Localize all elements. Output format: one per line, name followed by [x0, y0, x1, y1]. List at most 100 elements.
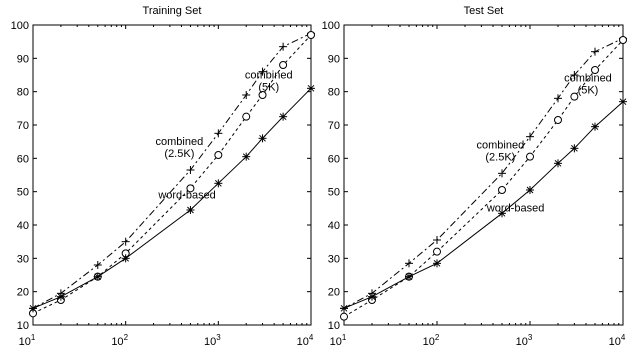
- data-point: [553, 159, 562, 168]
- data-point: [570, 71, 579, 79]
- data-point: [553, 94, 562, 103]
- star-marker: [619, 98, 627, 106]
- annotation-label: combined: [156, 136, 204, 148]
- series-line: [32, 34, 312, 314]
- star-marker: [279, 113, 287, 121]
- x-tick-label: 103: [204, 333, 221, 348]
- annotation-label: combined: [477, 139, 525, 151]
- circle-marker: [242, 112, 251, 121]
- data-point: [307, 31, 315, 39]
- data-point: [186, 206, 195, 214]
- data-point: [498, 186, 507, 194]
- data-point: [526, 132, 534, 141]
- data-point: [619, 36, 627, 44]
- data-point: [498, 169, 507, 178]
- circle-marker: [433, 247, 441, 256]
- circle-marker: [570, 92, 579, 101]
- x-tick-base: 10: [609, 336, 621, 348]
- circle-marker: [619, 36, 627, 44]
- x-tick-exponent: 2: [435, 333, 440, 342]
- x-tick-exponent: 2: [124, 333, 129, 342]
- data-point: [591, 122, 600, 131]
- annotation-label: (2.5K): [485, 151, 515, 163]
- x-tick-label: 102: [111, 333, 128, 348]
- x-tick-base: 10: [19, 336, 31, 348]
- y-tick-label: 70: [17, 120, 29, 132]
- annotation-label: combined: [245, 69, 293, 81]
- circle-marker: [591, 66, 600, 74]
- circle-marker: [258, 91, 267, 99]
- star-marker: [498, 209, 506, 217]
- data-point: [433, 247, 441, 256]
- y-tick-label: 50: [328, 187, 340, 199]
- y-tick-label: 40: [17, 220, 29, 232]
- chart-title: Training Set: [143, 5, 202, 17]
- series-line: [32, 87, 312, 309]
- y-tick-label: 90: [17, 53, 29, 65]
- star-marker: [554, 159, 562, 167]
- y-tick-label: 60: [17, 153, 29, 165]
- data-point: [29, 304, 37, 313]
- series-line: [343, 101, 624, 309]
- star-marker: [307, 84, 315, 92]
- data-point: [214, 129, 223, 138]
- data-point: [405, 259, 414, 268]
- data-point: [526, 186, 534, 194]
- x-tick-exponent: 1: [31, 333, 36, 342]
- x-tick-label: 102: [423, 333, 440, 348]
- data-point: [93, 272, 102, 281]
- data-point: [498, 209, 507, 218]
- data-point: [279, 112, 288, 121]
- data-point: [56, 292, 65, 301]
- y-tick-label: 50: [17, 187, 29, 199]
- data-point: [307, 84, 315, 93]
- star-marker: [122, 254, 130, 262]
- star-marker: [259, 134, 266, 142]
- data-point: [242, 152, 251, 161]
- x-tick-base: 10: [516, 336, 528, 348]
- circle-marker: [307, 31, 315, 39]
- y-tick-label: 100: [11, 20, 29, 32]
- data-point: [591, 47, 600, 56]
- y-tick-label: 80: [328, 87, 340, 99]
- star-marker: [187, 206, 194, 214]
- circle-marker: [279, 61, 288, 69]
- circle-marker: [526, 152, 534, 161]
- data-point: [186, 184, 195, 193]
- data-point: [258, 67, 267, 76]
- star-marker: [433, 259, 441, 267]
- x-tick-base: 10: [204, 336, 216, 348]
- x-tick-base: 10: [111, 336, 123, 348]
- circle-marker: [553, 116, 562, 124]
- data-point: [214, 179, 223, 188]
- annotation-label: (2.5K): [164, 148, 194, 160]
- star-marker: [571, 144, 578, 152]
- y-tick-label: 90: [328, 53, 340, 65]
- star-marker: [368, 293, 376, 301]
- x-tick-exponent: 4: [309, 333, 314, 342]
- data-point: [186, 166, 195, 174]
- chart-title: Test Set: [464, 5, 504, 17]
- x-tick-exponent: 3: [216, 333, 221, 342]
- y-tick-label: 40: [328, 220, 340, 232]
- x-tick-base: 10: [423, 336, 435, 348]
- y-tick-label: 70: [328, 120, 340, 132]
- series-line: [343, 39, 624, 318]
- data-point: [279, 61, 288, 69]
- data-point: [258, 91, 267, 99]
- y-tick-label: 20: [328, 287, 340, 299]
- data-point: [279, 42, 288, 51]
- plot-frame: [32, 24, 312, 326]
- y-tick-label: 10: [17, 320, 29, 332]
- circle-marker: [186, 184, 195, 193]
- x-tick-exponent: 1: [342, 333, 347, 342]
- star-marker: [405, 273, 413, 281]
- data-point: [553, 116, 562, 124]
- x-tick-label: 101: [19, 333, 36, 348]
- y-tick-label: 20: [17, 287, 29, 299]
- data-point: [242, 112, 251, 121]
- data-point: [121, 237, 130, 246]
